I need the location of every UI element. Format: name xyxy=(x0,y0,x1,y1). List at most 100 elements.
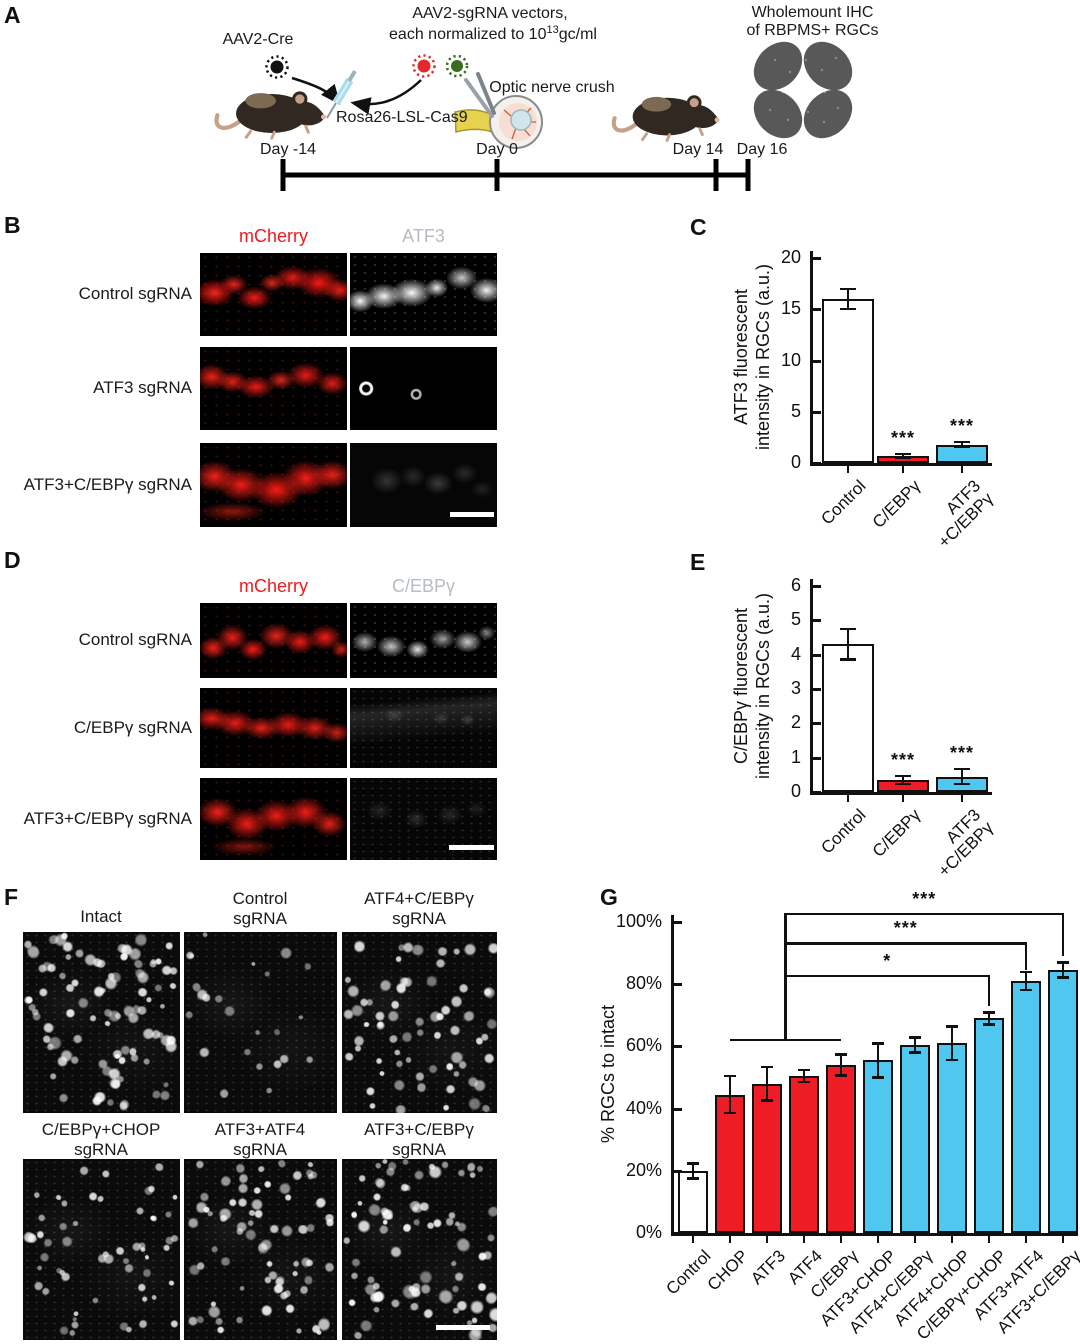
y-axis-line xyxy=(671,915,674,1236)
wholemount-control-sgrna xyxy=(184,932,337,1113)
panel-f-label: F xyxy=(4,884,19,910)
bar-ATF3+C/EBPγ xyxy=(1048,970,1078,1233)
rgc-cell-dot xyxy=(258,1237,275,1251)
rgc-cell-dot xyxy=(426,1161,437,1173)
micrograph-b-control-mcherry xyxy=(200,253,347,336)
bracket-drop xyxy=(1024,942,1028,971)
rgc-cell-dot xyxy=(31,1279,45,1293)
rgc-cell-dot xyxy=(297,1014,305,1021)
rgc-cell-dot xyxy=(479,1031,491,1043)
rgc-cell-dot xyxy=(405,1284,416,1295)
error-bar xyxy=(765,1066,769,1101)
rgc-cell-dot xyxy=(126,944,144,963)
y-tick xyxy=(813,410,821,414)
x-tick xyxy=(901,795,905,802)
rgc-cell-dot xyxy=(105,1006,124,1025)
rgc-cell-dot xyxy=(399,1029,414,1045)
rgc-cell-dot xyxy=(377,1205,391,1218)
rgc-cell-dot xyxy=(99,988,108,994)
rgc-cell-dot xyxy=(56,1091,71,1106)
rgc-cell-dot xyxy=(153,983,164,994)
rgc-cell-dot xyxy=(280,1287,293,1300)
rgc-cell-dot xyxy=(400,976,414,988)
rgc-cell-dot xyxy=(37,986,50,999)
rgc-cell-dot xyxy=(421,1306,435,1320)
syringe-icon xyxy=(326,69,357,119)
rgc-cell-dot xyxy=(394,1104,408,1113)
micrograph-b-double-atf3 xyxy=(350,443,497,527)
error-cap-bottom xyxy=(954,782,970,786)
y-tick xyxy=(813,359,821,363)
rgc-cell-dot xyxy=(451,1284,459,1294)
rgc-cell-dot xyxy=(404,1056,412,1064)
rgc-cell-dot xyxy=(136,1317,150,1331)
rgc-cell-dot xyxy=(44,961,59,975)
rgc-cell-dot xyxy=(164,1209,173,1219)
y-tick xyxy=(674,983,682,987)
rgc-cell-dot xyxy=(71,1310,80,1318)
rgc-cell-dot xyxy=(477,1251,488,1262)
error-cap-top xyxy=(1057,961,1069,964)
sig-stars-bar: *** xyxy=(949,415,974,436)
rgc-cell-dot xyxy=(452,947,462,956)
rgc-cell-dot xyxy=(290,1168,304,1182)
rgc-cell-dot xyxy=(441,1161,449,1170)
rgc-cell-dot xyxy=(364,1085,378,1098)
rgc-cell-dot xyxy=(201,932,208,939)
rgc-cell-dot xyxy=(432,1218,443,1230)
rgc-cell-dot xyxy=(63,982,76,994)
sgrna-vectors-label-line2: each normalized to 1013gc/ml xyxy=(368,24,618,45)
rgc-cell-dot xyxy=(105,1097,116,1108)
bar-ATF3+ATF4 xyxy=(1011,981,1041,1233)
rgc-cell-dot xyxy=(386,1033,400,1045)
rgc-cell-dot xyxy=(118,1097,132,1112)
rgc-cell-dot xyxy=(418,1281,434,1297)
x-label-C/EBPγ: C/EBPγ xyxy=(869,476,925,532)
rgc-cell-dot xyxy=(167,966,179,977)
error-cap-top xyxy=(1020,970,1032,974)
rgc-cell-dot xyxy=(449,1259,458,1268)
error-bar xyxy=(960,441,964,448)
rgc-cell-dot xyxy=(350,1257,362,1269)
ihc-label-line2: of RBPMS+ RGCs xyxy=(746,22,879,39)
rgc-cell-dot xyxy=(209,1299,219,1309)
y-tick-label: 15 xyxy=(780,298,801,319)
rgc-cell-dot xyxy=(194,1159,206,1170)
rgc-cell-dot xyxy=(59,1270,73,1284)
rgc-cell-dot xyxy=(26,995,33,1004)
rgc-cell-dot xyxy=(398,1181,411,1194)
error-cap-top xyxy=(798,1068,810,1072)
rgc-cell-dot xyxy=(371,1305,381,1316)
rgc-cell-dot xyxy=(204,1302,224,1322)
error-bar xyxy=(987,1012,991,1025)
rgc-cell-dot xyxy=(262,1274,274,1286)
rgc-cell-dot xyxy=(316,1316,331,1333)
rgc-cell-dot xyxy=(117,1100,129,1113)
rgc-cell-dot xyxy=(370,1280,382,1292)
rgc-cell-dot xyxy=(365,1274,377,1286)
rgc-cell-dot xyxy=(74,948,85,959)
timeline xyxy=(280,159,751,191)
panel-c-label: C xyxy=(690,214,707,240)
rgc-cell-dot xyxy=(359,997,369,1008)
rgc-cell-dot xyxy=(142,1296,149,1303)
rgc-cell-dot xyxy=(68,1328,77,1337)
rgc-cell-dot xyxy=(142,1184,156,1197)
error-cap-top xyxy=(687,1162,699,1165)
rgc-cell-dot xyxy=(88,1013,98,1023)
rgc-cell-dot xyxy=(129,1046,137,1058)
rgc-cell-dot xyxy=(295,1327,303,1335)
rgc-cell-dot xyxy=(408,1285,423,1301)
micrograph-b-atf3sg-atf3 xyxy=(350,347,497,430)
error-cap-bottom xyxy=(895,782,911,786)
rgc-cell-dot xyxy=(145,996,153,1005)
error-bar xyxy=(901,775,905,785)
sgrna-virus-green-icon xyxy=(445,54,469,78)
rgc-cell-dot xyxy=(221,1003,238,1020)
rgc-cell-dot xyxy=(196,988,208,1001)
rgc-cell-dot xyxy=(54,1266,64,1276)
rgc-cell-dot xyxy=(33,1191,42,1200)
rgc-cell-dot xyxy=(315,1329,323,1336)
error-bar xyxy=(950,1026,954,1061)
error-cap-top xyxy=(724,1074,736,1078)
